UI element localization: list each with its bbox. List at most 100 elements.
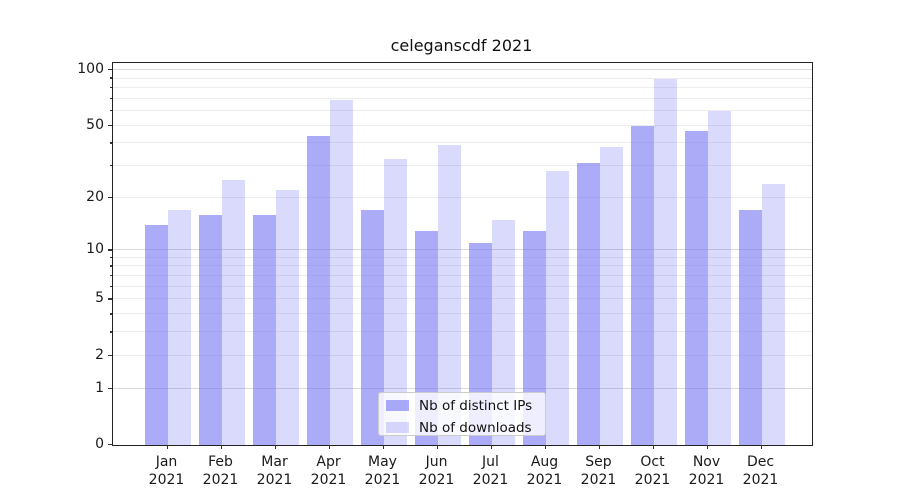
bars-layer [113,63,812,445]
x-tick-label: Jul 2021 [472,454,509,488]
y-tick-mark [108,354,112,357]
bar [198,214,222,445]
bar [383,158,407,445]
gridline-minor [113,256,812,258]
plot-area [112,62,813,446]
gridline-minor [113,196,812,198]
gridline-minor [113,77,812,79]
x-tick-mark [166,445,168,449]
gridline-minor [113,97,812,99]
y-minor-tick-mark [109,331,112,333]
bar [599,147,623,445]
bar [684,130,708,445]
gridline-major [113,69,812,71]
y-tick-mark [108,69,112,71]
y-tick-label: 1 [95,379,104,396]
x-tick-label: Jan 2021 [148,454,185,488]
bar [653,78,677,445]
bar [491,219,515,445]
legend: Nb of distinct IPs Nb of downloads [378,392,546,436]
y-minor-tick-mark [109,77,112,79]
x-tick-mark [328,445,330,449]
bar [221,180,245,445]
y-tick-label: 5 [95,290,104,307]
y-tick-mark [108,249,112,251]
x-tick-mark [598,445,600,449]
gridline-minor [113,265,812,267]
legend-swatch-distinct-ips [386,400,409,411]
chart-title: celeganscdf 2021 [390,36,533,55]
gridline-minor [113,124,812,126]
gridline-minor [113,313,812,315]
grid-layer [113,63,812,445]
y-tick-label: 10 [86,241,104,258]
y-minor-tick-mark [109,109,112,112]
x-tick-label: Oct 2021 [634,454,671,488]
x-tick-label: Sep 2021 [580,454,617,488]
gridline-minor [113,298,812,300]
y-minor-tick-mark [109,256,112,259]
x-tick-label: Feb 2021 [202,454,239,488]
gridline-major [113,249,812,251]
x-tick-label: May 2021 [364,454,401,488]
bar [275,190,299,445]
y-tick-mark [108,444,112,446]
x-tick-mark [274,445,276,449]
x-tick-label: Mar 2021 [256,454,293,488]
y-tick-label: 50 [86,116,104,133]
y-tick-label: 0 [95,436,104,452]
legend-item: Nb of downloads [386,418,545,437]
gridline-minor [113,354,812,356]
bar [437,145,461,445]
x-tick-mark [760,445,762,449]
x-tick-mark [490,445,492,449]
bar [329,99,353,445]
x-tick-mark [382,445,384,449]
x-tick-label: Jun 2021 [418,454,455,488]
bar [738,210,762,445]
y-minor-tick-mark [109,142,112,144]
y-tick-mark [108,124,112,126]
x-tick-mark [544,445,546,449]
y-tick-mark [108,387,112,390]
gridline-major [113,387,812,389]
x-tick-label: Nov 2021 [688,454,725,488]
x-tick-label: Aug 2021 [526,454,563,488]
bar [167,210,191,445]
y-minor-tick-mark [109,86,112,89]
gridline-minor [113,275,812,277]
gridline-minor [113,142,812,144]
bar [414,230,438,445]
y-minor-tick-mark [109,275,112,277]
gridline-minor [113,285,812,287]
gridline-minor [113,165,812,166]
x-tick-mark [436,445,438,449]
gridline-minor [113,86,812,88]
y-minor-tick-mark [109,265,112,267]
y-minor-tick-mark [109,97,112,100]
x-tick-mark [220,445,222,449]
legend-label-downloads: Nb of downloads [419,419,532,436]
y-minor-tick-mark [109,313,112,315]
x-tick-label: Dec 2021 [742,454,779,488]
bar [545,171,569,445]
bar [522,230,546,445]
legend-item: Nb of distinct IPs [386,396,545,415]
legend-swatch-downloads [386,422,409,433]
bar [707,111,731,445]
legend-label-distinct-ips: Nb of distinct IPs [419,397,533,414]
bar [576,163,600,445]
gridline-minor [113,331,812,333]
y-minor-tick-mark [109,164,112,167]
bar [360,210,384,445]
bar [761,183,785,445]
bar [630,125,654,445]
y-tick-mark [108,298,112,300]
bar [144,225,168,445]
y-minor-tick-mark [109,285,112,288]
y-tick-label: 100 [77,61,104,78]
y-tick-label: 2 [95,346,104,363]
x-tick-mark [706,445,708,449]
x-tick-label: Apr 2021 [310,454,347,488]
